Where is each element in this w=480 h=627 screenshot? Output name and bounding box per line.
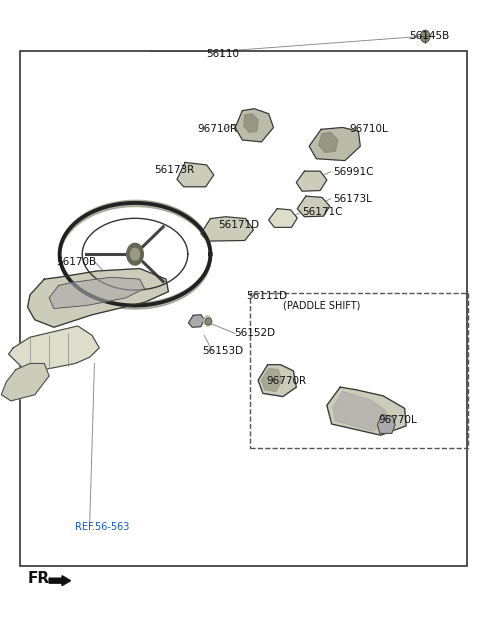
Polygon shape	[177, 162, 214, 187]
Polygon shape	[296, 171, 327, 191]
Polygon shape	[377, 414, 395, 433]
Polygon shape	[327, 387, 406, 435]
Text: 56152D: 56152D	[234, 329, 276, 339]
Text: 56145B: 56145B	[409, 31, 450, 41]
Polygon shape	[333, 391, 388, 431]
Polygon shape	[201, 217, 253, 241]
Text: 56111D: 56111D	[246, 291, 288, 301]
Circle shape	[127, 243, 144, 265]
Circle shape	[204, 316, 211, 326]
Text: 56110: 56110	[206, 49, 240, 59]
Text: 96770R: 96770R	[266, 376, 306, 386]
Text: 96710R: 96710R	[197, 124, 237, 134]
Bar	[250, 293, 468, 448]
Bar	[20, 51, 467, 566]
Polygon shape	[297, 196, 330, 217]
Text: 56173L: 56173L	[333, 194, 372, 204]
Polygon shape	[309, 127, 360, 161]
Text: 56171C: 56171C	[302, 208, 343, 218]
Polygon shape	[49, 576, 71, 586]
Polygon shape	[262, 369, 282, 391]
Polygon shape	[9, 326, 99, 373]
Text: 56170B: 56170B	[56, 256, 96, 266]
Text: 96710L: 96710L	[350, 124, 388, 134]
Text: 56991C: 56991C	[333, 167, 373, 177]
Polygon shape	[269, 209, 297, 228]
Text: 56173R: 56173R	[154, 165, 194, 175]
Polygon shape	[319, 132, 338, 152]
Circle shape	[131, 248, 140, 260]
Polygon shape	[244, 113, 258, 132]
Polygon shape	[258, 365, 296, 396]
Polygon shape	[1, 364, 49, 401]
Polygon shape	[189, 315, 204, 327]
Text: (PADDLE SHIFT): (PADDLE SHIFT)	[283, 300, 360, 310]
Text: FR.: FR.	[28, 571, 56, 586]
Polygon shape	[235, 108, 274, 142]
Text: 56171D: 56171D	[218, 221, 260, 231]
Polygon shape	[49, 277, 144, 308]
Text: 56153D: 56153D	[202, 346, 243, 356]
Text: 96770L: 96770L	[378, 414, 417, 424]
Text: REF.56-563: REF.56-563	[75, 522, 130, 532]
Polygon shape	[28, 268, 168, 327]
Circle shape	[420, 30, 430, 43]
